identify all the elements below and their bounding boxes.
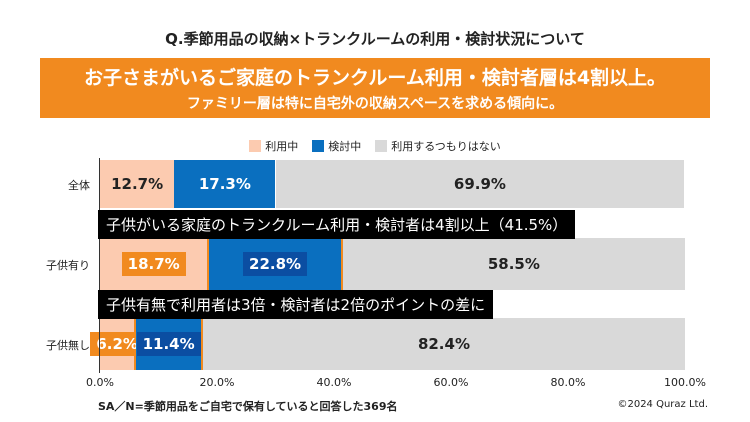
x-tick-label: 100.0% [664,376,706,389]
legend-swatch [375,140,388,152]
annotation-1: 子供がいる家庭のトランクルーム利用・検討者は4割以上（41.5%） [98,210,576,239]
x-tick-label: 60.0% [433,376,469,389]
value-label: 82.4% [417,335,470,353]
footnote: SA／N=季節用品をご自宅で保有していると回答した369名 [98,400,398,413]
bar-segment: 17.3% [174,160,276,208]
legend-item-not: 利用するつもりはない [375,138,501,154]
legend-item-using: 利用中 [249,138,298,154]
copyright: ©2024 Quraz Ltd. [617,399,708,410]
value-label: 69.9% [453,175,506,193]
value-label: 18.7% [121,252,186,276]
category-label: 子供無し [46,339,90,352]
bar-segment: 18.7% [100,238,210,290]
legend-label: 検討中 [328,140,362,153]
x-tick-label: 80.0% [550,376,586,389]
bar-segment: 69.9% [275,160,685,208]
annotation-2: 子供有無で利用者は3倍・検討者は2倍のポイントの差に [98,290,494,319]
bar-segment: 22.8% [209,238,343,290]
legend-swatch [312,140,325,152]
bar-segment: 58.5% [342,238,685,290]
value-label: 58.5% [487,255,540,273]
bar-segment: 12.7% [100,160,175,208]
legend-swatch [249,140,262,152]
x-tick-label: 0.0% [86,376,114,389]
question-title: Q.季節用品の収納×トランクルームの利用・検討状況について [165,30,585,48]
legend-item-considering: 検討中 [312,138,361,154]
headline-banner: お子さまがいるご家庭のトランクルーム利用・検討者層は4割以上。 ファミリー層は特… [40,58,710,118]
x-tick-label: 20.0% [199,376,235,389]
bar-segment: 11.4% [136,318,203,370]
category-label: 全体 [68,179,90,192]
value-label: 11.4% [136,332,201,356]
category-label: 子供有り [46,259,90,272]
x-tick-label: 40.0% [316,376,352,389]
value-label: 22.8% [243,252,308,276]
headline-line2: ファミリー層は特に自宅外の収納スペースを求める傾向に。 [186,96,564,112]
headline-line1: お子さまがいるご家庭のトランクルーム利用・検討者層は4割以上。 [83,67,667,89]
value-label: 17.3% [198,175,251,193]
y-axis-line [99,158,100,373]
legend-label: 利用するつもりはない [391,140,501,153]
bar-segment: 6.2% [90,318,144,370]
value-label: 12.7% [111,175,164,193]
legend-label: 利用中 [265,140,299,153]
legend: 利用中 検討中 利用するつもりはない [0,138,750,154]
bar-segment: 82.4% [202,318,685,370]
